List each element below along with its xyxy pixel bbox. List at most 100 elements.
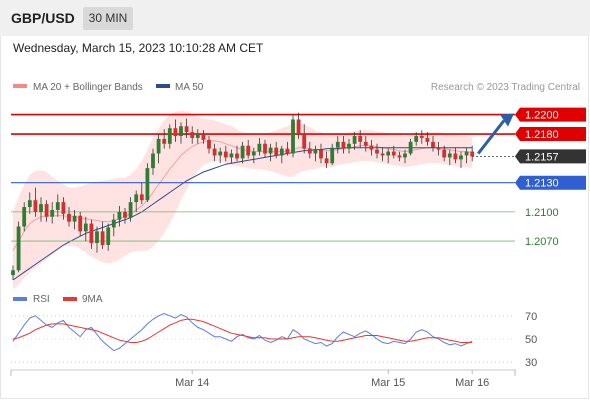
candle-body [386, 151, 391, 156]
candle-body [16, 226, 21, 271]
candle-body [100, 231, 105, 245]
candle [414, 132, 419, 146]
ma20-legend-swatch [13, 84, 27, 88]
candle [257, 137, 262, 156]
projection-arrow-shaft [477, 119, 506, 155]
candle [459, 151, 463, 169]
candle-body [380, 153, 385, 156]
candle-body [403, 153, 407, 158]
candle-body [27, 200, 32, 208]
candle-body [274, 147, 279, 156]
candle [173, 119, 178, 142]
candle [358, 130, 363, 148]
candle-body [151, 153, 155, 169]
candle-body [145, 168, 150, 201]
candle [229, 149, 234, 164]
ma9-line [12, 318, 473, 343]
ma9-legend-label: 9MA [82, 294, 103, 305]
candle [431, 136, 435, 152]
rsi-legend-label: RSI [33, 294, 50, 305]
candle-body [397, 155, 402, 158]
level-tag-1.2200 [515, 107, 586, 122]
candle [330, 143, 335, 166]
candle-body [375, 149, 379, 154]
candle-body [335, 141, 340, 148]
candle [55, 194, 60, 217]
candle [212, 143, 217, 162]
x-tick-label-mar-15: Mar 15 [371, 377, 405, 389]
candle [162, 129, 167, 149]
candle [201, 130, 206, 144]
candle-body [251, 151, 256, 156]
datetime-label: Wednesday, March 15, 2023 10:10:28 AM CE… [13, 41, 264, 55]
candle-body [22, 207, 27, 227]
candle [128, 197, 133, 222]
candle [369, 139, 374, 156]
candle-body [302, 134, 307, 149]
candle [106, 223, 111, 251]
candle [397, 151, 402, 162]
candle [335, 136, 340, 154]
candle-body [11, 270, 15, 276]
rsi-tick-label-50: 50 [525, 334, 537, 346]
candle-body [67, 213, 71, 222]
candle-body [78, 215, 83, 232]
candle-body [89, 223, 94, 244]
candle-body [263, 143, 267, 154]
candle-body [319, 149, 323, 159]
candle [235, 145, 239, 162]
candle-body [447, 153, 452, 158]
candle-body [229, 153, 234, 158]
candle [139, 182, 144, 205]
candle-body [240, 145, 245, 159]
candle [184, 118, 189, 138]
candle-body [419, 136, 424, 138]
candle [207, 136, 211, 154]
level-tag-1.2157 [515, 149, 586, 164]
candle-body [453, 153, 458, 160]
ma50-legend-label: MA 50 [175, 82, 204, 93]
candle-body [307, 148, 312, 154]
candle [324, 151, 329, 169]
candle [50, 202, 55, 224]
candle [403, 149, 407, 164]
candle-body [363, 141, 368, 146]
candle-body [285, 148, 290, 154]
candle-body [55, 202, 60, 210]
candle-body [235, 153, 239, 159]
candle [72, 209, 77, 230]
candle [263, 139, 267, 158]
candle-body [268, 147, 273, 154]
ma50-legend-swatch [156, 84, 170, 88]
candle-body [223, 151, 228, 158]
ma20-legend-label: MA 20 + Bollinger Bands [33, 82, 143, 93]
candle [123, 208, 127, 224]
level-tag-1.2130 [515, 175, 586, 190]
candle [134, 190, 139, 212]
rsi-tick-label-70: 70 [525, 311, 537, 323]
timeframe-button[interactable]: 30 MIN [83, 7, 133, 30]
candle-body [470, 151, 475, 157]
candle [145, 163, 150, 203]
candle [44, 200, 49, 222]
candle-body [414, 136, 419, 142]
rsi-legend-swatch [13, 297, 27, 301]
level-labels: 1.2200 1.2180 1.2157 1.2130 1.2100 1.2070 [515, 107, 586, 248]
price-levels [11, 113, 515, 242]
candle-body [44, 204, 49, 217]
candle [375, 143, 379, 159]
x-tick-label-mar-14: Mar 14 [175, 377, 209, 389]
rsi-panel: 70 50 30 [11, 311, 537, 369]
candle [240, 141, 245, 164]
candle [296, 112, 301, 139]
x-tick-label-mar-16: Mar 16 [455, 377, 489, 389]
top-bar: GBP/USD 30 MIN [0, 0, 590, 36]
candle [27, 192, 32, 214]
candle-body [425, 137, 430, 142]
level-label-1.2070: 1.2070 [525, 236, 559, 248]
candle-body [123, 211, 127, 218]
candle-body [39, 204, 43, 212]
candle [16, 221, 21, 273]
candle-body [408, 141, 413, 154]
candle-body [179, 126, 183, 136]
